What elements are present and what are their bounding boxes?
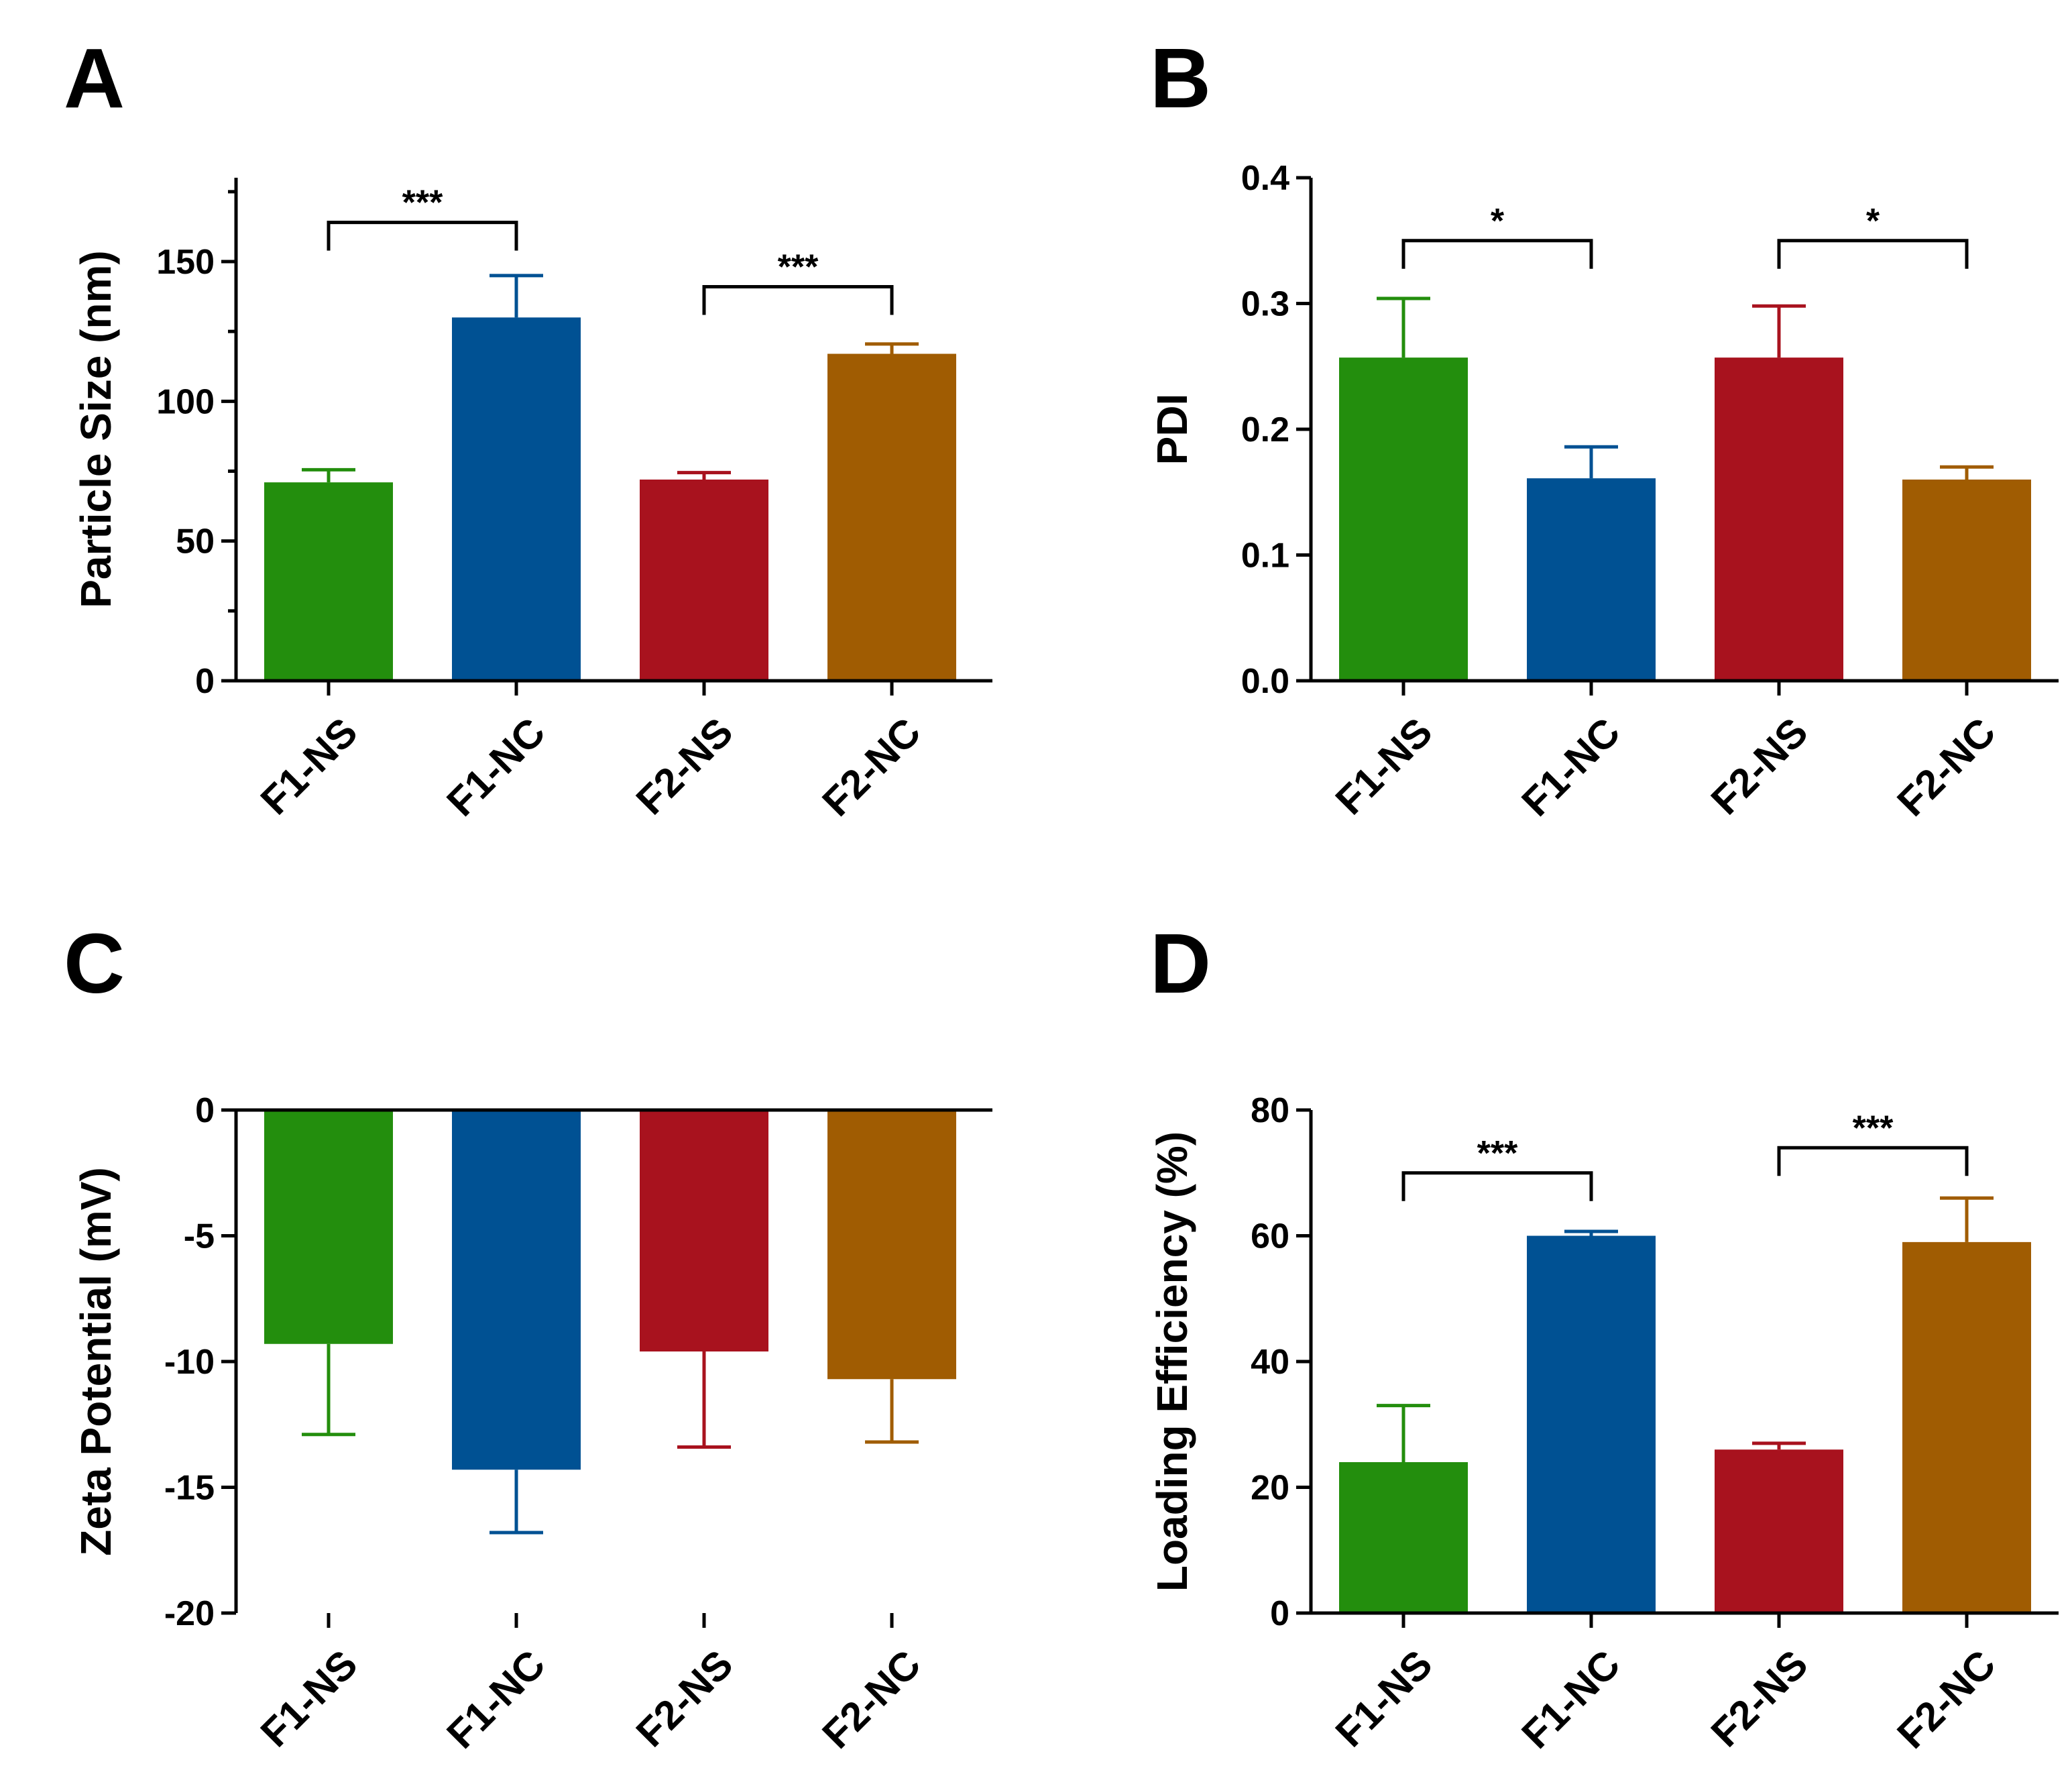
y-tick-label: 50 bbox=[176, 522, 215, 561]
x-tick-label: F2-NC bbox=[1888, 1641, 2004, 1757]
x-tick-label: F1-NS bbox=[252, 709, 366, 823]
y-tick-label: 0.1 bbox=[1241, 537, 1289, 575]
x-tick-label: F1-NC bbox=[1513, 1641, 1628, 1757]
significance-label: *** bbox=[402, 184, 443, 223]
bar-f2-nc bbox=[1902, 480, 2031, 681]
significance-bracket bbox=[702, 285, 894, 315]
y-tick-label: 80 bbox=[1251, 1091, 1289, 1130]
bar-f1-nc bbox=[452, 1110, 581, 1470]
panel-a: A Particle Size (nm) 0 50 100 150 F1-NS F1-NC F2… bbox=[64, 31, 992, 825]
bar-f2-ns bbox=[1715, 357, 1843, 681]
panel-letter: C bbox=[64, 916, 125, 1011]
bar-f2-ns bbox=[640, 480, 768, 681]
x-tick-label: F2-NS bbox=[1703, 709, 1817, 823]
x-tick-label: F2-NS bbox=[1703, 1641, 1817, 1755]
panel-letter: A bbox=[64, 31, 125, 125]
bar-f2-ns bbox=[1715, 1449, 1843, 1613]
bar-f2-ns bbox=[640, 1110, 768, 1351]
x-tick-label: F1-NC bbox=[438, 1641, 553, 1757]
bar-f1-ns bbox=[264, 1110, 393, 1344]
bar-f1-ns bbox=[1339, 1462, 1468, 1613]
bar-f2-nc bbox=[827, 1110, 956, 1380]
y-tick-label: -10 bbox=[164, 1343, 215, 1382]
bar-f1-nc bbox=[452, 317, 581, 681]
y-tick-label: 60 bbox=[1251, 1217, 1289, 1256]
x-tick-label: F2-NC bbox=[813, 1641, 929, 1757]
y-tick-label: 0 bbox=[1270, 1594, 1289, 1633]
bar-f1-nc bbox=[1527, 478, 1656, 681]
y-tick-label: 0 bbox=[195, 1091, 215, 1130]
y-axis-label: Particle Size (nm) bbox=[72, 250, 120, 608]
significance-label: *** bbox=[1853, 1109, 1894, 1148]
y-tick-label: 40 bbox=[1251, 1343, 1289, 1382]
panel-letter: B bbox=[1150, 31, 1211, 125]
y-tick-label: 0 bbox=[195, 662, 215, 701]
x-tick-label: F1-NS bbox=[1327, 709, 1441, 823]
significance-label: * bbox=[1866, 202, 1880, 241]
x-tick-label: F2-NC bbox=[813, 709, 929, 824]
y-tick-label: -20 bbox=[164, 1594, 215, 1633]
significance-bracket bbox=[1401, 239, 1593, 269]
x-tick-label: F1-NC bbox=[438, 709, 553, 824]
x-tick-label: F1-NS bbox=[252, 1641, 366, 1755]
bar-f2-nc bbox=[1902, 1241, 2031, 1613]
significance-bracket bbox=[1401, 1171, 1593, 1201]
x-tick-label: F1-NC bbox=[1513, 709, 1628, 824]
x-tick-label: F2-NC bbox=[1888, 709, 2004, 824]
y-tick-label: 100 bbox=[156, 382, 215, 421]
panel-d: D Loading Efficiency (%) 0 20 40 60 80 F1-NS F1-… bbox=[1148, 916, 2059, 1757]
x-tick-label: F2-NS bbox=[628, 709, 742, 823]
significance-label: * bbox=[1491, 202, 1505, 241]
significance-label: *** bbox=[778, 248, 819, 287]
y-tick-label: 0.0 bbox=[1241, 662, 1289, 701]
significance-bracket bbox=[1777, 239, 1969, 269]
y-tick-label: 0.4 bbox=[1241, 159, 1289, 198]
y-axis-label: PDI bbox=[1148, 394, 1196, 465]
bar-f1-nc bbox=[1527, 1235, 1656, 1613]
y-tick-label: 150 bbox=[156, 243, 215, 282]
significance-label: *** bbox=[1477, 1134, 1518, 1173]
panel-c: C Zeta Potential (mV) 0 -5 -10 -15 -20 F1-NS F1-… bbox=[64, 916, 992, 1757]
bar-f1-ns bbox=[264, 482, 393, 681]
bar-f1-ns bbox=[1339, 357, 1468, 681]
y-tick-label: 0.2 bbox=[1241, 410, 1289, 449]
y-axis-label: Loading Efficiency (%) bbox=[1148, 1131, 1196, 1592]
y-tick-label: 20 bbox=[1251, 1469, 1289, 1508]
bar-f2-nc bbox=[827, 353, 956, 681]
y-tick-label: -5 bbox=[184, 1217, 215, 1256]
panel-b: B PDI 0.0 0.1 0.2 0.3 0.4 F1-NS F1-NC F2-NS F2-NC *… bbox=[1148, 31, 2059, 825]
x-tick-label: F1-NS bbox=[1327, 1641, 1441, 1755]
panel-letter: D bbox=[1150, 916, 1211, 1011]
significance-bracket bbox=[327, 221, 518, 251]
significance-bracket bbox=[1777, 1146, 1969, 1176]
y-axis-label: Zeta Potential (mV) bbox=[72, 1167, 120, 1556]
y-tick-label: -15 bbox=[164, 1469, 215, 1508]
y-tick-label: 0.3 bbox=[1241, 285, 1289, 324]
x-tick-label: F2-NS bbox=[628, 1641, 742, 1755]
